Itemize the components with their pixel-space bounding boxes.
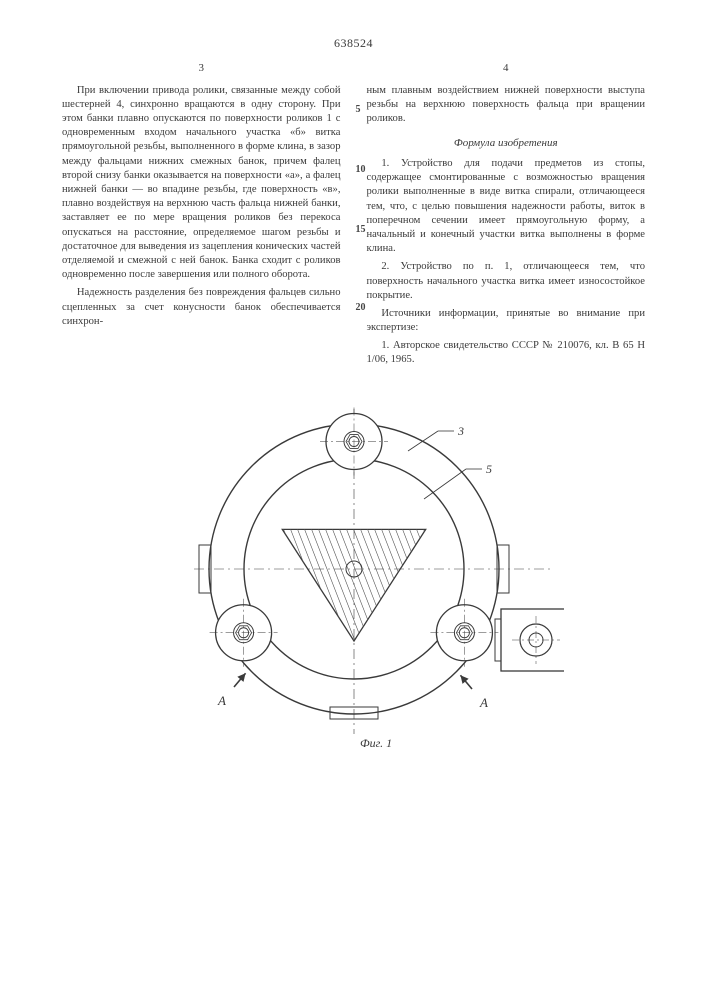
body-paragraph: ным плавным воздействием нижней поверхно… <box>367 84 646 127</box>
line-number: 5 <box>356 103 361 116</box>
right-col-number: 4 <box>367 61 646 76</box>
svg-text:A: A <box>479 695 488 710</box>
figure-1: 3 5 A A Фиг. 1 <box>62 394 645 754</box>
claim-paragraph: 1. Устройство для подачи предметов из ст… <box>367 157 646 256</box>
svg-text:5: 5 <box>486 462 492 476</box>
svg-text:Фиг. 1: Фиг. 1 <box>360 736 392 750</box>
svg-text:3: 3 <box>457 424 464 438</box>
sources-heading: Источники информации, принятые во вниман… <box>367 307 646 335</box>
body-paragraph: При включении привода ролики, связанные … <box>62 84 341 283</box>
figure-svg: 3 5 A A Фиг. 1 <box>144 394 564 754</box>
line-number: 10 <box>356 163 366 176</box>
right-column: 4 ным плавным воздействием нижней поверх… <box>367 61 646 372</box>
body-paragraph: Надежность разделения без повреждения фа… <box>62 286 341 329</box>
line-number: 20 <box>356 301 366 314</box>
two-column-text: 3 При включении привода ролики, связанны… <box>62 61 645 372</box>
document-number: 638524 <box>62 36 645 51</box>
claims-heading: Формула изобретения <box>367 136 646 151</box>
source-item: 1. Авторское свидетельство СССР № 210076… <box>367 339 646 367</box>
left-column: 3 При включении привода ролики, связанны… <box>62 61 341 372</box>
line-number: 15 <box>356 223 366 236</box>
svg-text:A: A <box>217 693 226 708</box>
left-col-number: 3 <box>62 61 341 76</box>
claim-paragraph: 2. Устройство по п. 1, отличающееся тем,… <box>367 260 646 303</box>
